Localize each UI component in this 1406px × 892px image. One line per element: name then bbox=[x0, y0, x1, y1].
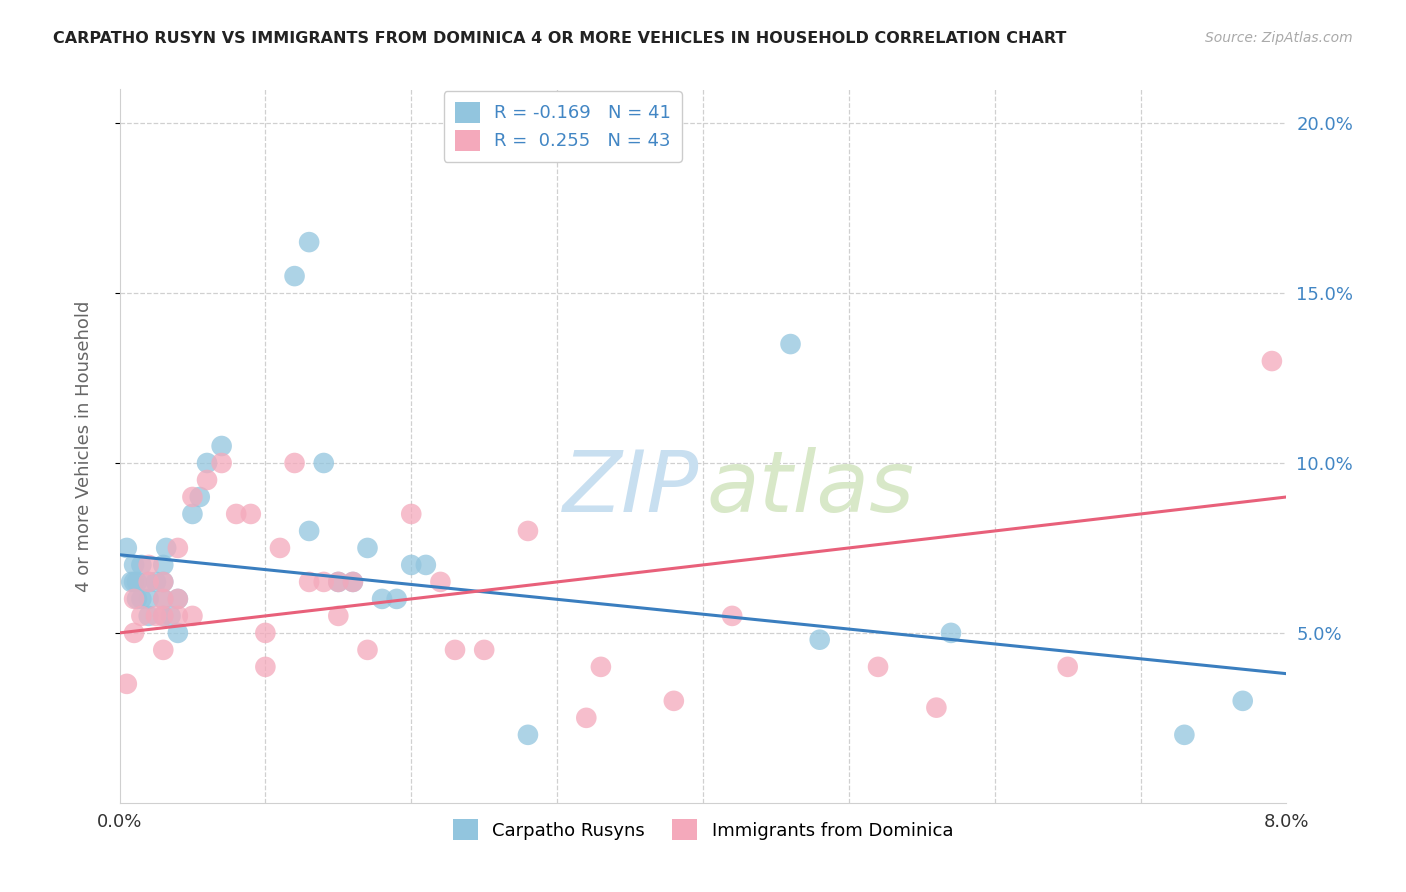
Point bbox=[371, 591, 394, 606]
Point bbox=[166, 608, 188, 623]
Point bbox=[298, 524, 321, 538]
Point bbox=[131, 591, 153, 606]
Point bbox=[254, 660, 277, 674]
Point bbox=[195, 473, 218, 487]
Point bbox=[269, 541, 291, 555]
Point bbox=[152, 608, 174, 623]
Point bbox=[356, 541, 378, 555]
Point bbox=[575, 711, 598, 725]
Point bbox=[662, 694, 685, 708]
Point bbox=[125, 574, 148, 589]
Point bbox=[342, 574, 364, 589]
Point bbox=[444, 643, 467, 657]
Point bbox=[166, 591, 188, 606]
Point bbox=[356, 643, 378, 657]
Point bbox=[1261, 354, 1284, 368]
Point bbox=[1232, 694, 1254, 708]
Point bbox=[138, 574, 160, 589]
Point bbox=[166, 626, 188, 640]
Point bbox=[342, 574, 364, 589]
Point bbox=[155, 541, 177, 555]
Point bbox=[808, 632, 831, 647]
Point bbox=[225, 507, 247, 521]
Point bbox=[115, 541, 138, 555]
Point bbox=[152, 574, 174, 589]
Point bbox=[1056, 660, 1078, 674]
Point bbox=[517, 728, 540, 742]
Point bbox=[138, 591, 160, 606]
Point bbox=[328, 574, 350, 589]
Point bbox=[166, 541, 188, 555]
Point bbox=[211, 456, 233, 470]
Y-axis label: 4 or more Vehicles in Household: 4 or more Vehicles in Household bbox=[75, 301, 93, 591]
Point bbox=[589, 660, 612, 674]
Point bbox=[472, 643, 495, 657]
Point bbox=[721, 608, 744, 623]
Point bbox=[312, 574, 335, 589]
Point bbox=[152, 591, 174, 606]
Point bbox=[1173, 728, 1195, 742]
Point bbox=[152, 643, 174, 657]
Point bbox=[328, 608, 350, 623]
Point bbox=[401, 507, 423, 521]
Point bbox=[122, 558, 145, 572]
Point bbox=[122, 574, 145, 589]
Point bbox=[115, 677, 138, 691]
Point bbox=[385, 591, 408, 606]
Point bbox=[181, 490, 204, 504]
Point bbox=[195, 456, 218, 470]
Point bbox=[131, 608, 153, 623]
Point bbox=[152, 574, 174, 589]
Point bbox=[145, 608, 167, 623]
Point bbox=[138, 608, 160, 623]
Point bbox=[298, 574, 321, 589]
Point bbox=[312, 456, 335, 470]
Text: ZIP: ZIP bbox=[564, 447, 700, 531]
Point bbox=[181, 608, 204, 623]
Point bbox=[517, 524, 540, 538]
Point bbox=[125, 591, 148, 606]
Point bbox=[298, 235, 321, 249]
Point bbox=[254, 626, 277, 640]
Point bbox=[166, 591, 188, 606]
Point bbox=[284, 269, 307, 284]
Point bbox=[239, 507, 262, 521]
Point bbox=[939, 626, 962, 640]
Point bbox=[284, 456, 307, 470]
Point bbox=[779, 337, 801, 351]
Point bbox=[122, 591, 145, 606]
Point bbox=[152, 608, 174, 623]
Point bbox=[131, 558, 153, 572]
Point bbox=[159, 608, 181, 623]
Text: Source: ZipAtlas.com: Source: ZipAtlas.com bbox=[1205, 31, 1353, 45]
Text: atlas: atlas bbox=[706, 447, 914, 531]
Point bbox=[925, 700, 948, 714]
Point bbox=[120, 574, 142, 589]
Point bbox=[415, 558, 437, 572]
Point bbox=[328, 574, 350, 589]
Point bbox=[866, 660, 889, 674]
Point bbox=[138, 558, 160, 572]
Point bbox=[152, 558, 174, 572]
Point bbox=[138, 574, 160, 589]
Point bbox=[181, 507, 204, 521]
Point bbox=[188, 490, 211, 504]
Point bbox=[122, 626, 145, 640]
Point bbox=[211, 439, 233, 453]
Point bbox=[429, 574, 451, 589]
Text: CARPATHO RUSYN VS IMMIGRANTS FROM DOMINICA 4 OR MORE VEHICLES IN HOUSEHOLD CORRE: CARPATHO RUSYN VS IMMIGRANTS FROM DOMINI… bbox=[53, 31, 1067, 46]
Point bbox=[145, 574, 167, 589]
Legend: Carpatho Rusyns, Immigrants from Dominica: Carpatho Rusyns, Immigrants from Dominic… bbox=[446, 812, 960, 847]
Point bbox=[401, 558, 423, 572]
Point bbox=[152, 591, 174, 606]
